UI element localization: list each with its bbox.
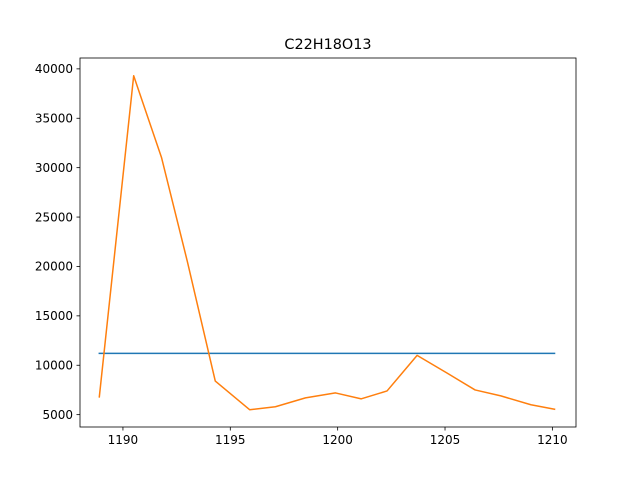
plot-frame [79,57,577,428]
series-layer [98,75,556,411]
y-tick-label: 35000 [35,111,73,125]
y-tick-label: 30000 [35,161,73,175]
plot-area [80,58,576,427]
y-tick-label: 20000 [35,260,73,274]
y-tick-label: 25000 [35,210,73,224]
series-line-2 [98,75,556,411]
y-tick-label: 5000 [42,408,73,422]
y-tick-label: 15000 [35,309,73,323]
x-tick-label: 1200 [322,433,353,447]
y-tick-label: 40000 [35,62,73,76]
chart-title: C22H18O13 [284,37,371,53]
x-tick-label: 1190 [108,433,139,447]
y-tick-label: 10000 [35,358,73,372]
x-tick-label: 1205 [430,433,461,447]
x-tick-label: 1210 [537,433,568,447]
axis-layer: 1190 1195 1200 1205 1210 5000 10000 15000 20000 2… [35,62,568,447]
x-tick-label: 1195 [215,433,246,447]
